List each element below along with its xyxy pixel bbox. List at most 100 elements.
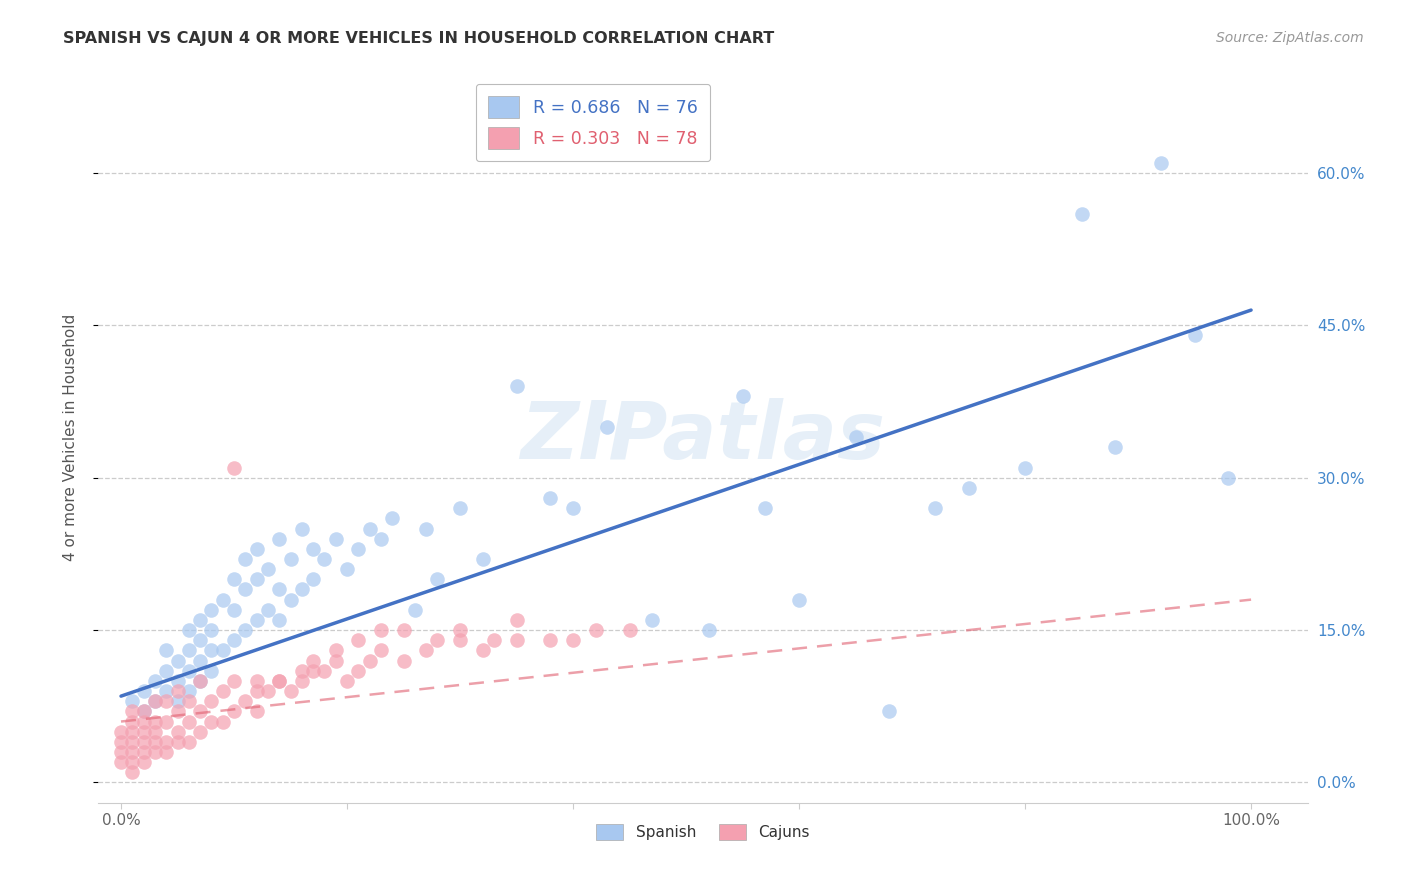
Point	[325, 532, 347, 546]
Point	[188, 633, 211, 648]
Point	[347, 664, 370, 678]
Point	[336, 673, 359, 688]
Y-axis label: 4 or more Vehicles in Household: 4 or more Vehicles in Household	[63, 313, 77, 561]
Point	[121, 714, 143, 729]
Point	[879, 705, 901, 719]
Point	[291, 582, 314, 597]
Point	[314, 664, 336, 678]
Point	[132, 755, 155, 769]
Point	[471, 552, 494, 566]
Point	[188, 613, 211, 627]
Point	[188, 724, 211, 739]
Point	[233, 694, 256, 708]
Point	[359, 654, 381, 668]
Point	[269, 673, 291, 688]
Point	[471, 643, 494, 657]
Point	[336, 562, 359, 576]
Point	[166, 694, 188, 708]
Legend: Spanish, Cajuns: Spanish, Cajuns	[589, 818, 817, 847]
Point	[143, 714, 166, 729]
Point	[177, 694, 200, 708]
Point	[143, 673, 166, 688]
Point	[222, 603, 245, 617]
Point	[449, 501, 471, 516]
Point	[200, 664, 222, 678]
Text: Source: ZipAtlas.com: Source: ZipAtlas.com	[1216, 31, 1364, 45]
Point	[280, 684, 302, 698]
Point	[269, 673, 291, 688]
Point	[155, 735, 177, 749]
Point	[505, 633, 527, 648]
Point	[257, 562, 280, 576]
Point	[257, 684, 280, 698]
Point	[291, 521, 314, 535]
Point	[110, 724, 132, 739]
Point	[596, 420, 619, 434]
Point	[166, 654, 188, 668]
Point	[121, 755, 143, 769]
Point	[302, 654, 325, 668]
Point	[143, 694, 166, 708]
Point	[370, 643, 392, 657]
Point	[1218, 471, 1240, 485]
Point	[188, 673, 211, 688]
Point	[155, 694, 177, 708]
Point	[166, 735, 188, 749]
Point	[415, 643, 437, 657]
Point	[155, 664, 177, 678]
Point	[132, 745, 155, 759]
Point	[302, 541, 325, 556]
Point	[143, 724, 166, 739]
Point	[188, 673, 211, 688]
Point	[188, 654, 211, 668]
Point	[1104, 440, 1126, 454]
Point	[246, 572, 269, 586]
Point	[200, 603, 222, 617]
Point	[155, 643, 177, 657]
Point	[211, 643, 233, 657]
Point	[697, 623, 720, 637]
Point	[188, 705, 211, 719]
Point	[291, 664, 314, 678]
Point	[121, 705, 143, 719]
Point	[585, 623, 607, 637]
Point	[121, 724, 143, 739]
Point	[924, 501, 946, 516]
Point	[280, 592, 302, 607]
Point	[257, 603, 280, 617]
Point	[269, 532, 291, 546]
Point	[233, 623, 256, 637]
Point	[155, 745, 177, 759]
Point	[222, 705, 245, 719]
Point	[132, 714, 155, 729]
Point	[505, 613, 527, 627]
Point	[269, 582, 291, 597]
Point	[392, 623, 415, 637]
Point	[347, 541, 370, 556]
Point	[392, 654, 415, 668]
Point	[562, 501, 585, 516]
Point	[404, 603, 426, 617]
Point	[121, 745, 143, 759]
Point	[538, 491, 561, 505]
Point	[211, 592, 233, 607]
Point	[177, 623, 200, 637]
Point	[325, 643, 347, 657]
Point	[143, 735, 166, 749]
Point	[731, 389, 754, 403]
Point	[233, 552, 256, 566]
Point	[211, 714, 233, 729]
Point	[246, 705, 269, 719]
Point	[132, 705, 155, 719]
Point	[381, 511, 404, 525]
Point	[200, 714, 222, 729]
Point	[449, 623, 471, 637]
Point	[166, 705, 188, 719]
Point	[302, 572, 325, 586]
Point	[269, 613, 291, 627]
Point	[200, 623, 222, 637]
Point	[246, 673, 269, 688]
Point	[177, 684, 200, 698]
Point	[166, 673, 188, 688]
Point	[177, 735, 200, 749]
